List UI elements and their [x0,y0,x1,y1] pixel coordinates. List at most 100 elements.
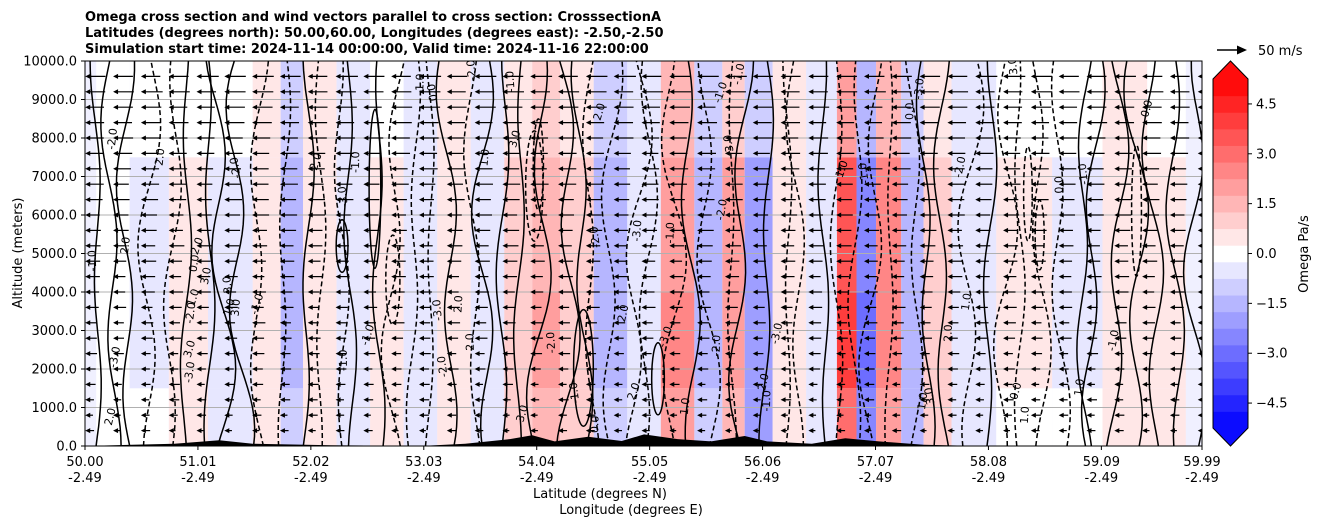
wind-vector-head [224,120,230,126]
wind-vector-head [502,104,508,110]
wind-vector-head [1169,320,1175,326]
wind-vector-head [502,320,508,326]
wind-vector-head [1169,135,1175,141]
wind-vector-head [224,397,230,403]
wind-vector-head [808,104,814,110]
wind-vector-head [780,335,786,341]
wind-vector-head [140,212,146,218]
wind-vector-head [1142,397,1148,403]
wind-vector-head [113,197,119,203]
wind-vector-head [1169,73,1175,79]
wind-vector-head [391,320,397,326]
wind-vector-head [113,89,119,95]
wind-vector-head [474,289,480,295]
wind-vector-head [418,181,424,187]
wind-vector-head [140,274,146,280]
wind-vector-head [724,89,730,95]
wind-vector-head [196,135,202,141]
wind-vector-head [919,212,925,218]
wind-vector-head [279,243,285,249]
omega-cell [168,157,208,292]
wind-vector-head [1169,258,1175,264]
wind-vector-head [391,351,397,357]
wind-vector-head [335,320,341,326]
wind-vector-head [1058,150,1064,156]
wind-vector-head [558,397,564,403]
wind-vector-head [808,73,814,79]
wind-vector-head [335,366,341,372]
wind-vector-head [418,397,424,403]
wind-vector-head [947,397,953,403]
wind-vector-head [752,135,758,141]
wind-vector-head [558,351,564,357]
wind-vector-head [196,150,202,156]
wind-vector-head [474,73,480,79]
wind-vector-head [1114,135,1120,141]
omega-cell [470,388,505,446]
wind-vector-head [836,197,842,203]
wind-vector-head [418,366,424,372]
wind-vector-head [391,212,397,218]
omega-cell [336,61,371,158]
wind-vector-head [113,166,119,172]
y-tick-label: 8000.0 [32,132,78,147]
contour-line [225,61,256,446]
x-axis: 50.00-2.4951.01-2.4952.02-2.4953.03-2.49… [66,446,1221,486]
contour-line [904,61,924,446]
wind-vector-head [1003,397,1009,403]
wind-vector-head [1197,289,1202,295]
wind-vector-head [1142,166,1148,172]
wind-vector-head [975,351,981,357]
contour-line [1013,61,1026,446]
wind-vector-head [836,366,842,372]
wind-vector-head [808,243,814,249]
wind-vector-head [585,335,591,341]
wind-vector-head [558,197,564,203]
wind-vector-head [1086,73,1092,79]
wind-vector-head [780,428,786,434]
wind-vector-head [1003,135,1009,141]
wind-vector-head [697,366,703,372]
x-tick-label-lat: 57.07 [857,455,894,470]
wind-vector-head [1197,382,1202,387]
wind-vector-head [1086,120,1092,126]
wind-vector-head [641,412,647,418]
wind-vector-head [418,212,424,218]
wind-vector-head [1142,289,1148,295]
wind-vector-head [613,428,619,434]
wind-vector-head [585,397,591,403]
contour-label: 2.0 [625,381,643,402]
wind-vector-head [558,135,564,141]
wind-vector-head [363,258,369,264]
omega-cell [744,61,773,158]
wind-vector-head [224,212,230,218]
wind-vector-head [502,166,508,172]
wind-vector-head [1086,258,1092,264]
wind-vector-head [1030,104,1036,110]
contour-line [638,61,659,446]
wind-vector-head [391,166,397,172]
wind-vector-head [836,212,842,218]
wind-vector-head [613,104,619,110]
wind-vector-head [335,212,341,218]
colorbar-level [1213,311,1248,329]
wind-vector-head [391,120,397,126]
wind-vector-head [613,274,619,280]
wind-vector-head [558,289,564,295]
contour-line [470,61,495,446]
colorbar-tick-label: −1.5 [1256,297,1288,312]
wind-vector-head [85,227,91,233]
wind-vector-head [307,73,313,79]
wind-vector-head [1142,135,1148,141]
wind-vector-head [85,166,91,172]
omega-cell [694,157,723,292]
wind-vector-head [335,73,341,79]
wind-vector-head [1058,289,1064,295]
wind-vector-head [196,258,202,264]
contour-label: -2.0 [227,156,243,179]
wind-vector-head [641,397,647,403]
wind-vector-head [641,73,647,79]
wind-vector-head [502,73,508,79]
colorbar-level [1213,344,1248,363]
omega-cell [1102,157,1148,292]
